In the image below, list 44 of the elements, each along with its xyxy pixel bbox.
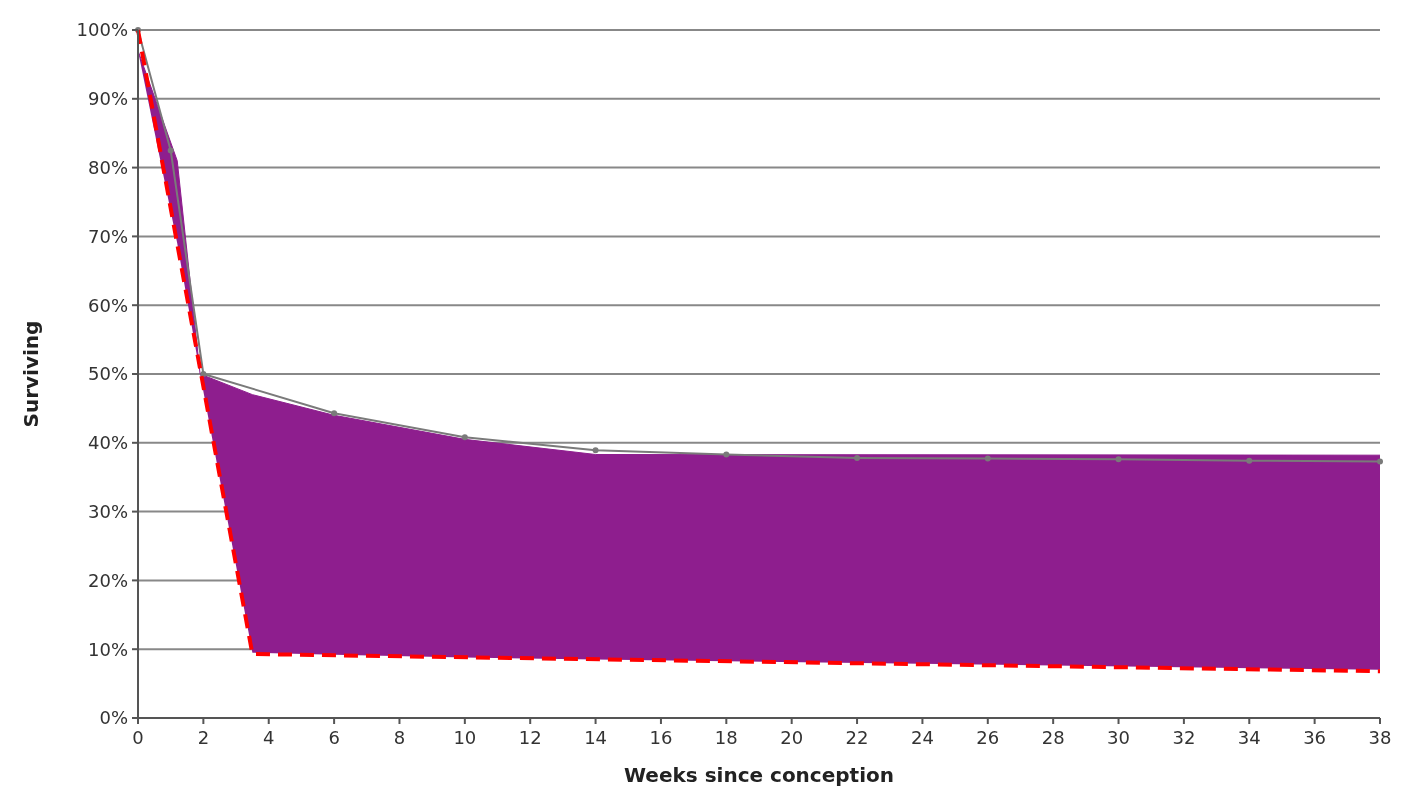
y-tick-label: 60% (87, 294, 128, 316)
x-tick-label: 26 (976, 727, 1000, 748)
y-tick-label: 10% (87, 638, 128, 660)
x-tick-label: 10 (453, 727, 477, 748)
x-axis-title: Weeks since conception (624, 763, 894, 787)
y-tick-label: 30% (87, 500, 128, 522)
x-tick-label: 18 (714, 727, 738, 748)
x-tick-label: 20 (780, 727, 804, 748)
x-tick-label: 2 (197, 727, 210, 748)
x-tick-label: 28 (1041, 727, 1065, 748)
x-tick-label: 38 (1368, 727, 1392, 748)
y-axis-title: Surviving (19, 320, 43, 428)
point (1246, 457, 1253, 464)
x-tick-label: 36 (1303, 727, 1327, 748)
y-tick-label: 100% (76, 19, 128, 41)
y-tick-label: 70% (87, 225, 128, 247)
point (461, 434, 468, 441)
point (167, 147, 174, 154)
point (1115, 456, 1122, 463)
x-tick-label: 14 (584, 727, 608, 748)
x-tick-label: 6 (328, 727, 340, 748)
x-tick-label: 32 (1172, 727, 1196, 748)
y-tick-label: 90% (87, 88, 128, 110)
y-tick-label: 40% (87, 432, 128, 454)
x-tick-label: 30 (1107, 727, 1130, 748)
x-tick-label: 12 (518, 727, 542, 748)
y-tick-label: 80% (87, 156, 128, 178)
x-tick-label: 8 (393, 727, 406, 748)
point (854, 454, 861, 461)
x-tick-label: 4 (263, 727, 275, 748)
x-tick-label: 16 (649, 727, 673, 748)
y-tick-label: 0% (99, 707, 128, 729)
point (592, 447, 599, 454)
point (984, 455, 991, 462)
y-tick-label: 20% (87, 569, 128, 591)
x-tick-label: 22 (845, 727, 869, 748)
point (1377, 458, 1383, 465)
x-tick-label: 0 (132, 727, 144, 748)
point (331, 410, 338, 417)
point (723, 451, 730, 458)
y-tick-label: 50% (87, 363, 128, 385)
x-tick-label: 34 (1237, 727, 1261, 748)
x-tick-label: 24 (910, 727, 934, 748)
point (200, 371, 207, 377)
